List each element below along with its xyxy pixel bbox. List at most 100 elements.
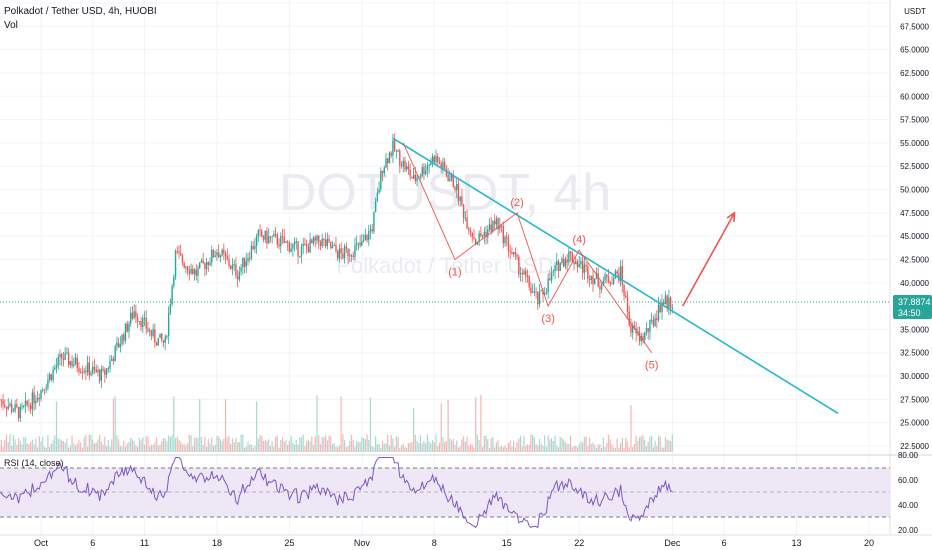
candle-body [604,274,606,281]
candle-body [512,252,515,254]
candle-body [154,329,156,343]
volume-bar [425,443,427,452]
candle-body [159,333,161,338]
candle-body [525,271,527,277]
candle-body [123,334,125,341]
candle-body [190,268,192,274]
candle-body [374,201,377,213]
volume-bar [304,445,306,452]
candle-body [14,404,16,411]
time-tick-label: 8 [432,538,437,548]
candle-body [652,319,655,326]
candle-body [155,342,158,346]
candle-body [214,255,216,258]
volume-bar [538,438,541,452]
candle-body [516,255,518,257]
volume-bar [154,442,156,452]
volume-bar [535,443,537,452]
candle-body [268,236,270,244]
volume-bar [651,435,653,452]
candle-body [364,234,366,241]
rsi-tick-label: 80.00 [898,451,919,460]
candle-body [240,267,242,272]
candle-body [143,317,146,319]
volume-bar [442,437,444,452]
candle-body [666,295,668,308]
volume-bar [569,435,572,452]
candle-body [392,140,394,156]
candle-body [55,365,58,368]
volume-bar [352,439,354,452]
volume-bar [254,445,256,452]
volume-bar [399,447,401,452]
candle-body [602,280,605,285]
candle-body [631,325,634,333]
time-tick-label: 15 [502,538,512,548]
volume-bar [326,440,328,452]
candle-body [437,156,439,162]
candle-body [523,271,525,275]
volume-bar [124,446,127,452]
candle-body [305,244,308,247]
volume-bar [78,440,80,452]
volume-bar [187,443,189,452]
candle-body [50,374,53,380]
candle-body [368,231,370,241]
candle-body [131,312,134,319]
candle-body [236,276,239,280]
price-axis[interactable]: 22.5000 25.0000 27.5000 30.0000 32.5000 35.00… [889,0,932,535]
volume-bar [197,437,199,452]
volume-bar [376,444,378,452]
volume-bar [368,439,370,452]
volume-bar [544,435,546,452]
volume-bar [261,435,263,452]
volume-bar [407,442,410,452]
volume-bar [445,441,447,452]
candle-body [54,367,56,370]
volume-bar [400,445,403,452]
time-tick-label: 22 [574,538,584,548]
volume-bar [268,439,270,452]
candle-body [507,238,510,252]
candle-body [7,406,9,409]
volume-bar [104,436,106,452]
time-axis[interactable]: Oct 6 11 18 25 Nov 8 15 22 Dec 6 13 20 [0,534,932,548]
candle-body [326,239,329,247]
candle-body [274,234,277,236]
volume-bar [14,439,16,452]
candle-body [350,255,353,257]
candle-body [535,291,537,293]
volume-bar [223,438,225,452]
candle-body [361,241,363,246]
volume-bar [95,442,97,452]
candle-body [569,251,572,254]
candle-body [469,230,472,233]
volume-bar [43,446,46,452]
candle-body [312,237,315,244]
candle-body [561,258,563,264]
candle-body [173,277,175,287]
volume-bar [592,442,594,452]
volume-bar [632,447,634,452]
candle-body [442,162,444,169]
volume-bar [428,441,430,452]
rsi-pane[interactable]: 20.00 40.00 60.00 80.00 [0,451,932,535]
candle-body [416,177,418,181]
volume-bar [293,444,296,452]
candle-body [580,261,582,265]
volume-bar [36,447,39,452]
candle-body [566,259,568,263]
candle-body [181,255,184,263]
candle-body [74,357,77,365]
volume-bar [266,440,268,452]
volume-bar [155,437,158,452]
candle-body [349,255,351,257]
candle-body [359,242,361,246]
candle-body [600,284,603,290]
volume-bar [224,399,227,452]
candle-body [150,330,153,336]
volume-bar [620,443,622,452]
candle-body [257,229,260,236]
volume-bar [656,445,658,452]
